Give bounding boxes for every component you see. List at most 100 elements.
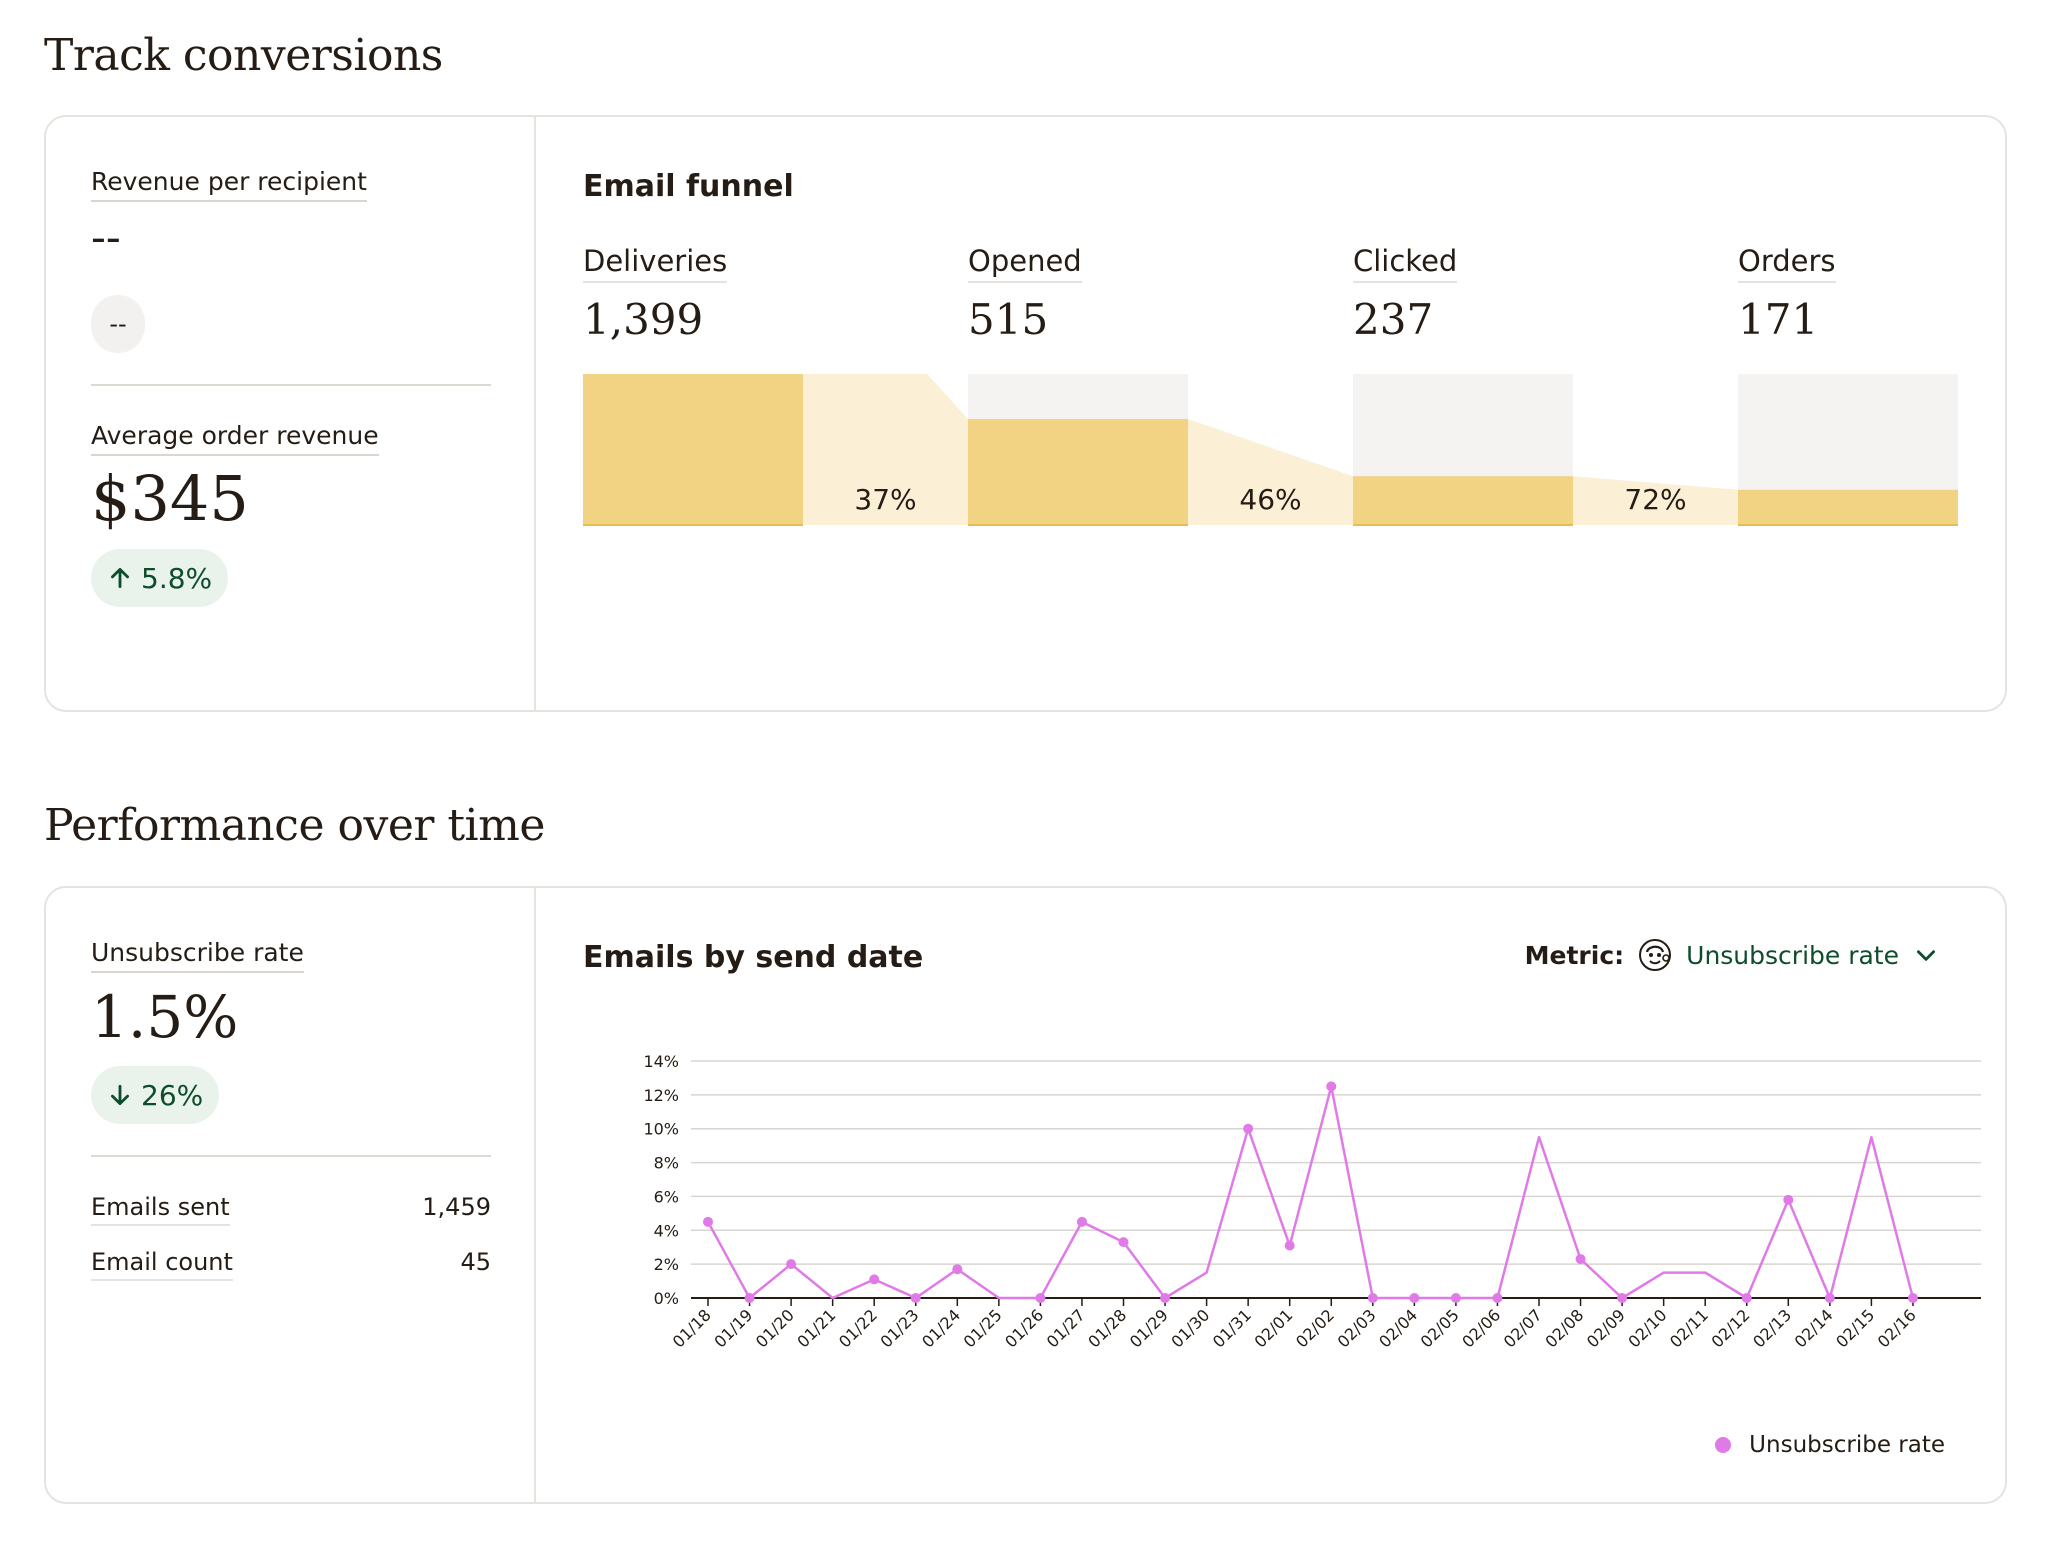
performance-card: Unsubscribe rate 1.5% 26% Emails sent 1,…	[44, 886, 2007, 1504]
data-point[interactable]	[1783, 1194, 1794, 1205]
average-order-revenue-change: 5.8%	[141, 561, 213, 595]
x-tick-label: 01/27	[1043, 1305, 1089, 1351]
x-tick-label: 02/09	[1583, 1305, 1629, 1351]
data-point[interactable]	[1741, 1293, 1752, 1303]
y-tick-label: 8%	[654, 1154, 679, 1173]
data-point[interactable]	[1035, 1293, 1046, 1303]
x-tick-label: 01/25	[960, 1305, 1006, 1351]
x-tick-label: 02/14	[1791, 1305, 1837, 1351]
kpi-divider	[91, 1155, 491, 1157]
average-order-revenue-label: Average order revenue	[91, 421, 379, 456]
stat-value: 1,459	[422, 1193, 491, 1221]
metric-label: Metric:	[1524, 940, 1625, 970]
data-point[interactable]	[952, 1264, 963, 1275]
data-point[interactable]	[1367, 1293, 1378, 1303]
x-tick-label: 01/30	[1167, 1305, 1213, 1351]
emails-by-send-date-title: Emails by send date	[583, 940, 924, 975]
unsubscribe-rate-label: Unsubscribe rate	[91, 938, 304, 973]
funnel-bar	[1353, 476, 1573, 525]
y-tick-label: 10%	[643, 1120, 679, 1139]
revenue-per-recipient-change: --	[91, 295, 145, 353]
data-point[interactable]	[1575, 1254, 1586, 1265]
average-order-revenue-value: $345	[91, 462, 249, 535]
data-point[interactable]	[1160, 1293, 1171, 1303]
y-tick-label: 4%	[654, 1221, 679, 1240]
data-point[interactable]	[1450, 1293, 1461, 1303]
legend-label: Unsubscribe rate	[1749, 1432, 1945, 1458]
funnel-connector	[803, 374, 968, 525]
performance-over-time-title: Performance over time	[44, 800, 545, 851]
conversions-card: Revenue per recipient -- -- Average orde…	[44, 115, 2007, 712]
x-tick-label: 01/31	[1209, 1305, 1255, 1351]
unsubscribe-rate-value: 1.5%	[91, 983, 239, 1051]
data-point[interactable]	[744, 1293, 755, 1303]
data-point[interactable]	[1492, 1293, 1503, 1303]
data-point[interactable]	[1617, 1293, 1628, 1303]
data-point[interactable]	[1907, 1293, 1918, 1303]
x-tick-label: 02/06	[1458, 1305, 1504, 1351]
arrow-up-icon	[111, 567, 129, 589]
card-divider	[534, 888, 536, 1502]
funnel-bar	[1738, 489, 1958, 525]
x-tick-label: 02/13	[1749, 1305, 1795, 1351]
average-order-revenue-change-badge: 5.8%	[91, 549, 229, 607]
x-tick-label: 01/21	[793, 1305, 839, 1351]
x-tick-label: 02/16	[1874, 1305, 1920, 1351]
funnel-label-opened: Opened	[968, 244, 1082, 283]
x-tick-label: 02/11	[1666, 1305, 1712, 1351]
funnel-connector	[1188, 418, 1353, 525]
funnel-value-clicked: 237	[1353, 295, 1434, 344]
x-tick-label: 01/22	[835, 1305, 881, 1351]
stat-email-count: Email count 45	[91, 1248, 491, 1281]
x-tick-label: 02/02	[1292, 1305, 1338, 1351]
unsubscribe-rate-change: 26%	[141, 1078, 204, 1112]
track-conversions-title: Track conversions	[44, 30, 443, 81]
x-tick-label: 02/03	[1334, 1305, 1380, 1351]
stat-value: 45	[460, 1248, 491, 1276]
data-point[interactable]	[1409, 1293, 1420, 1303]
revenue-per-recipient-value: --	[91, 212, 121, 263]
data-point[interactable]	[1284, 1240, 1295, 1251]
x-tick-label: 02/15	[1832, 1305, 1878, 1351]
legend-dot	[1715, 1437, 1732, 1453]
data-point[interactable]	[703, 1216, 713, 1227]
unsubscribe-rate-change-badge: 26%	[91, 1066, 220, 1124]
x-tick-label: 01/23	[877, 1305, 923, 1351]
x-tick-label: 01/26	[1001, 1305, 1047, 1351]
x-tick-label: 01/29	[1126, 1305, 1172, 1351]
x-tick-label: 02/04	[1375, 1305, 1421, 1351]
arrow-down-icon	[111, 1084, 129, 1106]
funnel-connector	[1573, 476, 1738, 525]
metric-value: Unsubscribe rate	[1686, 940, 1899, 970]
kpi-divider	[91, 384, 491, 386]
data-point[interactable]	[786, 1259, 797, 1270]
data-point[interactable]	[910, 1293, 921, 1303]
series-line-unsubscribe-rate	[706, 1085, 1915, 1300]
stat-emails-sent: Emails sent 1,459	[91, 1193, 491, 1226]
funnel-conversion-rate: 46%	[1239, 483, 1301, 516]
data-point[interactable]	[1118, 1237, 1129, 1248]
funnel-value-orders: 171	[1738, 295, 1819, 344]
data-point[interactable]	[1326, 1081, 1337, 1092]
x-tick-label: 02/08	[1541, 1305, 1587, 1351]
metric-selector[interactable]: Metric: Unsubscribe rate	[1525, 938, 1939, 972]
chart-legend: Unsubscribe rate	[1715, 1432, 1945, 1458]
data-point[interactable]	[869, 1274, 880, 1285]
email-funnel-chart: 37% 46% 72%	[583, 374, 1958, 526]
card-divider	[534, 117, 536, 710]
funnel-value-deliveries: 1,399	[583, 295, 704, 344]
y-tick-label: 14%	[643, 1052, 679, 1071]
funnel-conversion-rate: 72%	[1624, 483, 1686, 516]
data-point[interactable]	[1243, 1123, 1254, 1134]
x-tick-label: 01/20	[752, 1305, 798, 1351]
x-tick-label: 01/28	[1084, 1305, 1130, 1351]
funnel-conversion-rate: 37%	[854, 483, 916, 516]
x-tick-label: 02/01	[1250, 1305, 1296, 1351]
funnel-bar	[583, 374, 803, 525]
x-tick-label: 02/07	[1500, 1305, 1546, 1351]
email-funnel-title: Email funnel	[583, 169, 794, 204]
y-tick-label: 12%	[643, 1086, 679, 1105]
data-point[interactable]	[1076, 1216, 1087, 1227]
unsubscribe-rate-line-chart: 0%2%4%6%8%10%12%14%01/1801/1901/2001/210…	[643, 1052, 1981, 1351]
data-point[interactable]	[1824, 1293, 1835, 1303]
